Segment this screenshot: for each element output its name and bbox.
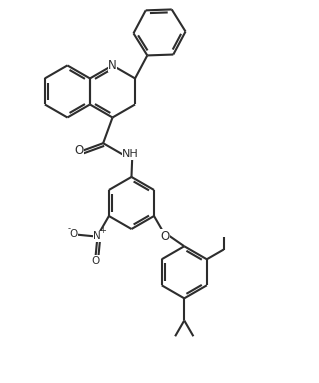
Text: O: O xyxy=(70,229,78,239)
Text: N: N xyxy=(93,231,101,241)
Text: O: O xyxy=(160,230,170,242)
Text: N: N xyxy=(108,59,117,72)
Text: +: + xyxy=(99,226,106,235)
Text: -: - xyxy=(68,224,70,233)
Text: O: O xyxy=(74,144,83,157)
Text: O: O xyxy=(92,255,100,265)
Text: NH: NH xyxy=(122,149,139,159)
